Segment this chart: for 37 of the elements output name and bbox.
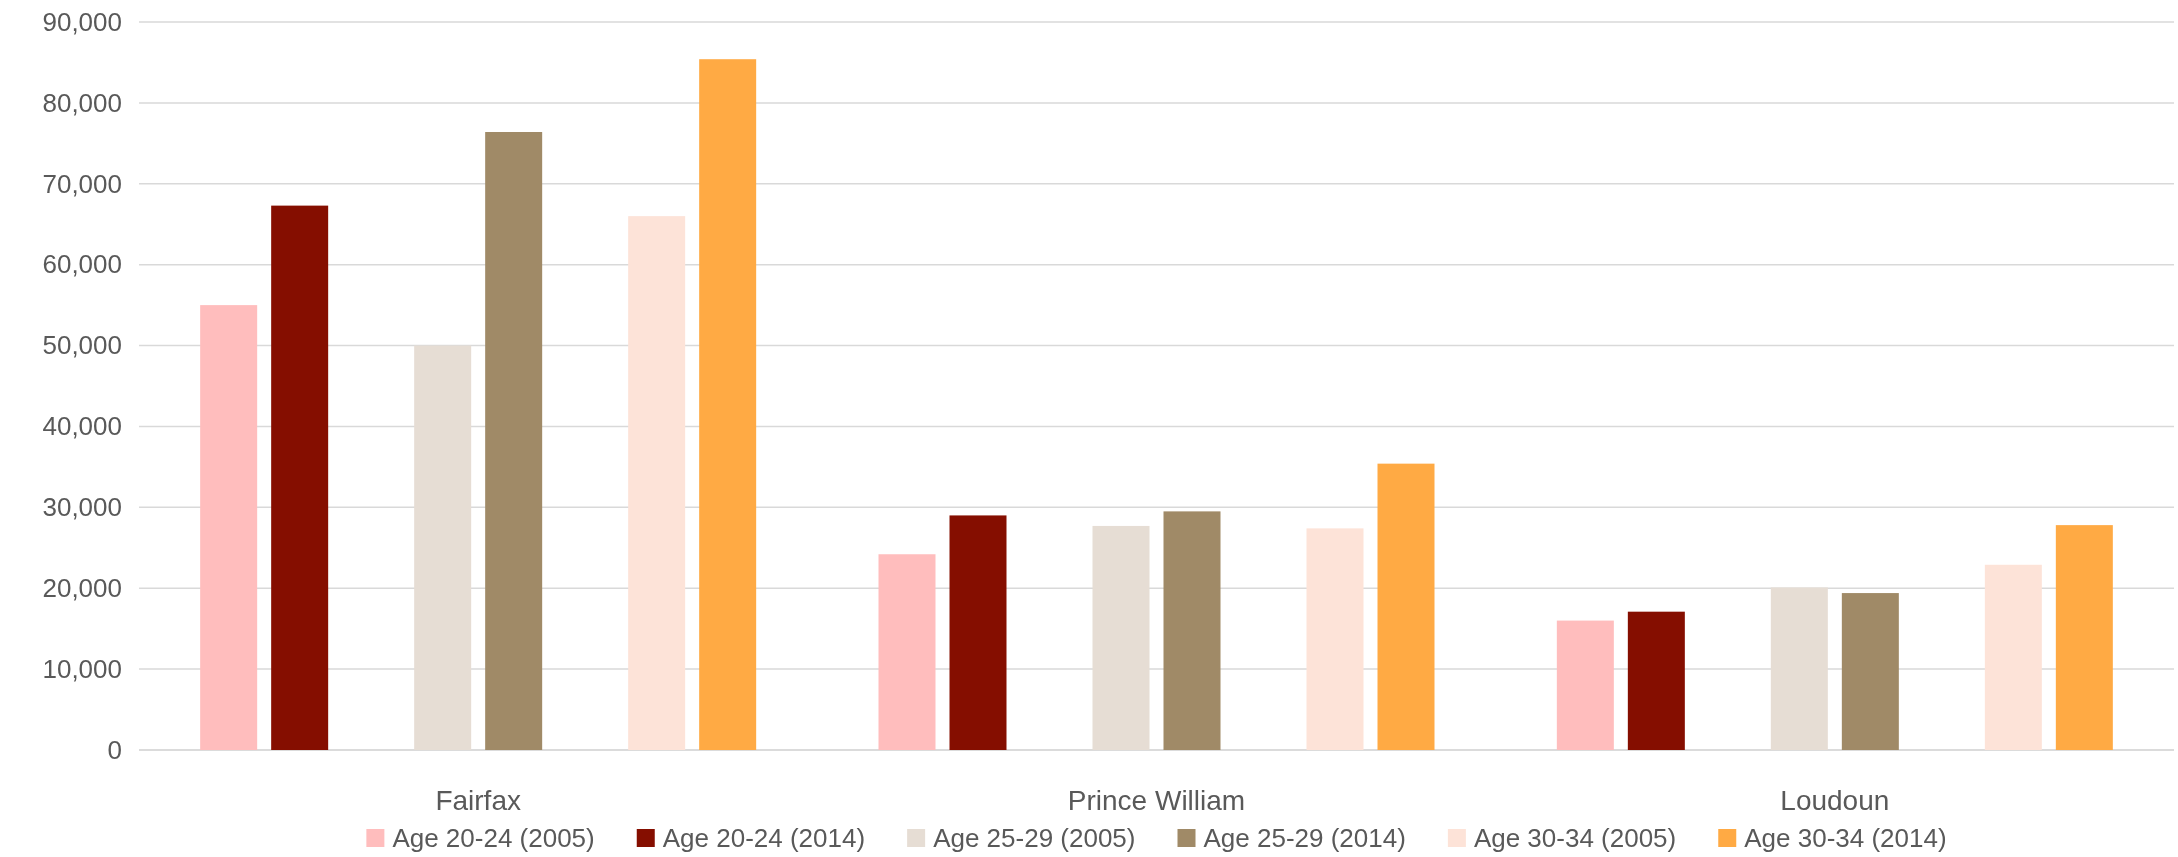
bar: [1627, 611, 1685, 750]
bar: [414, 345, 472, 750]
bar: [1163, 511, 1221, 750]
legend-label: Age 20-24 (2014): [662, 823, 866, 853]
x-tick-label: Fairfax: [435, 785, 521, 816]
y-tick-label: 60,000: [42, 249, 122, 280]
bar: [878, 554, 936, 750]
bar: [2055, 525, 2113, 750]
y-tick-label: 70,000: [42, 168, 122, 199]
bar: [628, 216, 686, 750]
y-tick-label: 10,000: [42, 653, 122, 684]
bar: [1770, 587, 1828, 750]
y-tick-label: 0: [107, 734, 122, 765]
bar: [271, 205, 329, 750]
legend-label: Age 30-34 (2005): [1473, 823, 1677, 853]
bar: [1092, 525, 1150, 750]
x-tick-label: Prince William: [1067, 785, 1246, 816]
y-tick-label: 80,000: [42, 87, 122, 118]
bar: [485, 132, 543, 750]
bar: [1841, 593, 1899, 750]
bar: [200, 305, 258, 750]
legend-label: Age 25-29 (2014): [1203, 823, 1406, 853]
x-tick-label: Loudoun: [1780, 785, 1890, 816]
y-tick-label: 30,000: [42, 492, 122, 523]
legend-label: Age 20-24 (2005): [392, 823, 595, 853]
y-tick-label: 20,000: [42, 573, 122, 604]
bar: [949, 515, 1007, 750]
bar: [699, 59, 757, 750]
y-tick-label: 40,000: [42, 411, 122, 442]
y-tick-label: 90,000: [42, 6, 122, 37]
legend-label: Age 25-29 (2005): [933, 823, 1136, 853]
bar: [1984, 564, 2042, 750]
y-tick-label: 50,000: [42, 330, 122, 361]
legend-label: Age 30-34 (2014): [1744, 823, 1947, 853]
bar: [1377, 463, 1435, 750]
bar: [1556, 620, 1614, 750]
bar: [1306, 528, 1364, 750]
